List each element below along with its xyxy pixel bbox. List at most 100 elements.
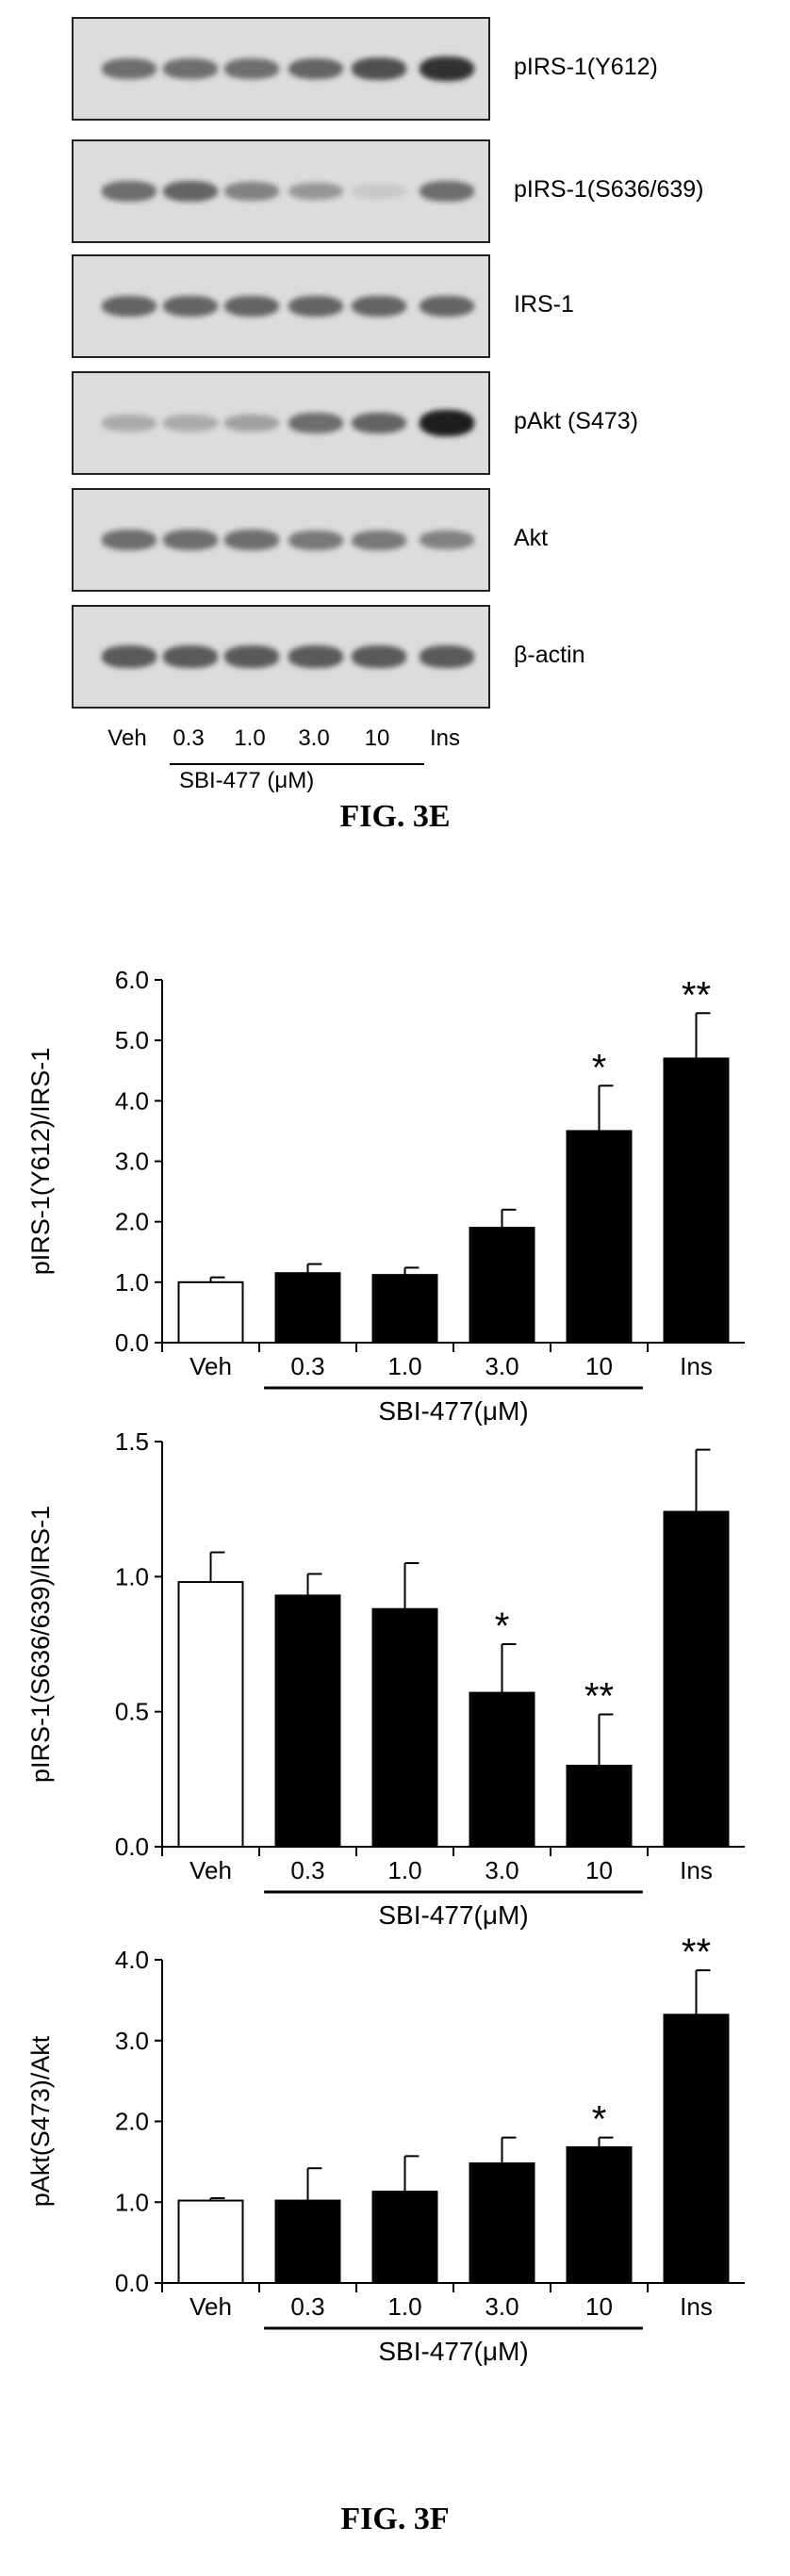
bar: [371, 1607, 438, 1848]
blot-band: [102, 58, 156, 79]
blot-band: [288, 413, 343, 433]
bar: [274, 1594, 341, 1849]
blot-band: [288, 57, 343, 80]
x-tick-label: 0.3: [290, 1856, 324, 1884]
x-tick-label: 10: [585, 2292, 613, 2321]
blot-band: [420, 181, 474, 202]
x-tick-label: 1.0: [387, 1352, 421, 1380]
blot-row-label: pAkt (S473): [514, 408, 639, 434]
blot-band: [352, 184, 406, 199]
blot-row-label: pIRS-1(S636/639): [514, 176, 704, 203]
bar: [274, 2199, 341, 2284]
blot-band: [224, 58, 279, 79]
blot-band: [288, 645, 343, 668]
y-tick-label: 0.0: [115, 1833, 149, 1861]
blot-band: [163, 415, 218, 432]
blot-band: [224, 181, 279, 202]
y-tick-label: 1.5: [115, 1427, 149, 1456]
y-tick-label: 2.0: [115, 1208, 149, 1236]
blot-band: [420, 295, 474, 318]
y-tick-label: 4.0: [115, 1946, 149, 1974]
blot-row-label: pIRS-1(Y612): [514, 54, 658, 80]
fig-3f-charts: 0.0 1.0 2.0 3.0 4.0 5.0 6.0 pIRS-1(Y612)/IRS-1 V…: [26, 966, 745, 2366]
x-tick-label: 3.0: [485, 2292, 518, 2321]
x-tick-label: 1.0: [387, 1856, 421, 1884]
blot-lane-label: 3.0: [298, 726, 330, 751]
fig-3f-caption: FIG. 3F: [340, 2502, 450, 2536]
bar: [469, 2162, 535, 2285]
blot-treatment-bracket: [170, 763, 424, 765]
blot-strip: [72, 139, 490, 243]
x-tick-label: Ins: [680, 2292, 713, 2321]
y-axis-label: pIRS-1(Y612)/IRS-1: [26, 1048, 55, 1276]
significance-marker: *: [495, 1606, 510, 1647]
treatment-label: SBI-477(μM): [378, 1396, 528, 1426]
y-tick-label: 6.0: [115, 966, 149, 994]
blot-strip: [72, 488, 490, 592]
blot-strip: [72, 371, 490, 475]
treatment-label: SBI-477(μM): [378, 1900, 528, 1930]
x-tick-label: Veh: [189, 1856, 232, 1884]
y-tick-label: 4.0: [115, 1086, 149, 1115]
blot-row-label: β-actin: [514, 642, 585, 668]
y-tick-label: 0.0: [115, 1329, 149, 1357]
y-tick-label: 3.0: [115, 1148, 149, 1176]
blot-band: [288, 182, 343, 201]
significance-marker: **: [682, 1932, 711, 1973]
blot-band: [102, 645, 156, 668]
bar: [566, 2145, 633, 2284]
blot-row-label: IRS-1: [514, 291, 574, 318]
blot-band: [224, 645, 279, 668]
blot-band: [352, 645, 406, 668]
blot-band: [102, 415, 156, 432]
bar: [469, 1691, 535, 1848]
blot-band: [352, 530, 406, 550]
bar: [371, 1274, 438, 1344]
significance-marker: *: [592, 1047, 607, 1088]
x-tick-label: 3.0: [485, 1856, 518, 1884]
blot-band: [102, 181, 156, 202]
bar: [177, 1280, 244, 1345]
bar: [663, 2014, 730, 2285]
y-tick-label: 3.0: [115, 2027, 149, 2055]
x-tick-label: Ins: [680, 1856, 713, 1884]
significance-marker: *: [592, 2099, 607, 2141]
blot-lane-label: 1.0: [234, 726, 266, 751]
blot-band: [352, 57, 406, 80]
blot-lane-label: 10: [364, 726, 390, 751]
bar: [274, 1272, 341, 1345]
significance-marker: **: [584, 1676, 614, 1718]
bar: [177, 2199, 244, 2284]
x-tick-label: 3.0: [485, 1352, 518, 1380]
blot-band: [288, 530, 343, 550]
y-tick-label: 1.0: [115, 1268, 149, 1296]
x-tick-label: 1.0: [387, 2292, 421, 2321]
blot-band: [420, 57, 474, 81]
y-tick-label: 1.0: [115, 1562, 149, 1590]
blot-strip: [72, 254, 490, 358]
blot-lane-label: Ins: [429, 726, 460, 751]
y-axis-label: pAkt(S473)/Akt: [26, 2035, 55, 2207]
blot-band: [352, 412, 406, 434]
blot-band: [163, 295, 218, 318]
bar: [177, 1581, 244, 1848]
blot-band: [224, 295, 279, 318]
fig-3e-caption: FIG. 3E: [339, 799, 451, 834]
blot-band: [224, 530, 279, 550]
blot-band: [102, 530, 156, 550]
bar: [566, 1765, 633, 1848]
blot-band: [420, 410, 474, 436]
y-tick-label: 1.0: [115, 2188, 149, 2216]
blot-band: [102, 295, 156, 318]
bar: [371, 2191, 438, 2285]
y-tick-label: 2.0: [115, 2108, 149, 2136]
x-tick-label: Veh: [189, 2292, 232, 2321]
blot-treatment-label: SBI-477 (μM): [179, 768, 315, 793]
x-tick-label: 0.3: [290, 2292, 324, 2321]
blot-strip: [72, 17, 490, 121]
blot-band: [420, 645, 474, 668]
y-axis-label: pIRS-1(S636/639)/IRS-1: [26, 1506, 55, 1783]
blot-row-label: Akt: [514, 525, 549, 551]
blot-band: [420, 530, 474, 550]
significance-marker: **: [682, 974, 711, 1016]
